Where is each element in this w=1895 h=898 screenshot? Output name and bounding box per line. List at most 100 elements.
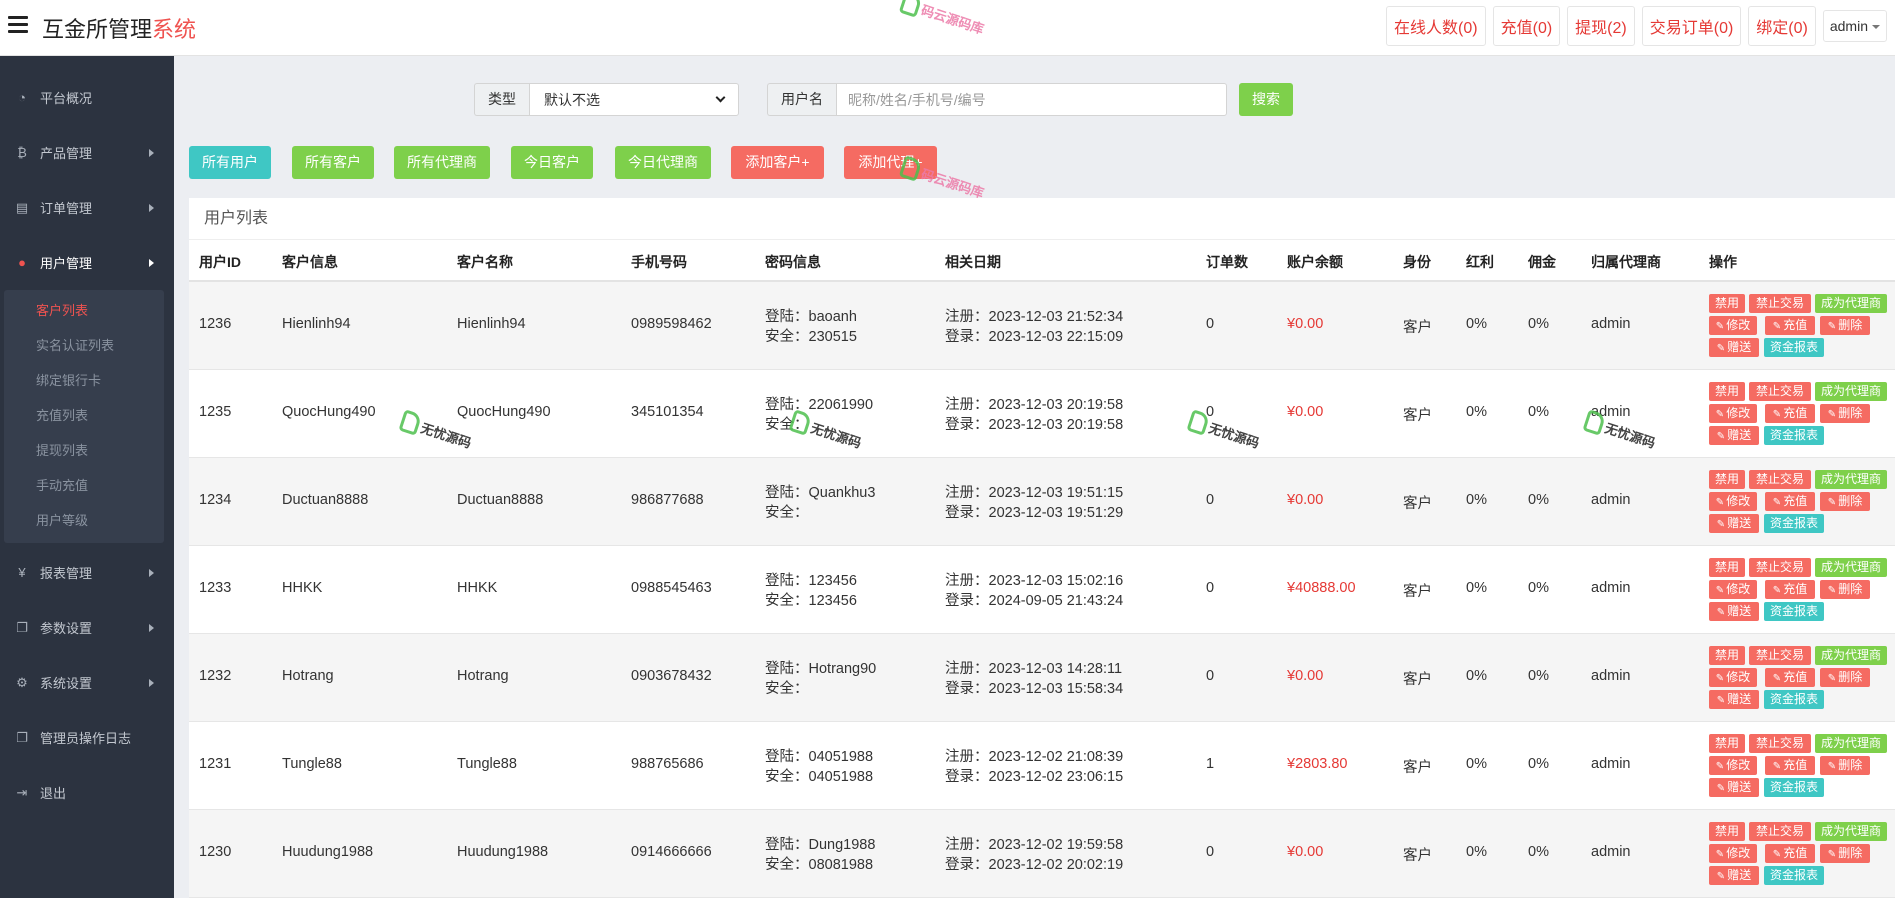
recharge-button[interactable]: ✎ 充值 (1765, 844, 1815, 863)
edit-button[interactable]: ✎ 修改 (1709, 756, 1757, 775)
pencil-icon: ✎ (1715, 761, 1725, 772)
add-customer-button[interactable]: 添加客户+ (731, 146, 824, 179)
edit-button[interactable]: ✎ 修改 (1709, 580, 1757, 599)
ban-button[interactable]: 禁用 (1709, 558, 1745, 577)
sidebar-item-logout[interactable]: ⇥ 退出 (0, 765, 174, 820)
recharge-button-label: 充值 (1783, 582, 1808, 596)
admin-dropdown[interactable]: admin (1822, 10, 1887, 42)
col-customer-name: 客户名称 (457, 254, 513, 270)
gift-button[interactable]: ✎ 赠送 (1709, 514, 1759, 533)
fund-report-button[interactable]: 资金报表 (1764, 338, 1824, 357)
edit-button[interactable]: ✎ 修改 (1709, 844, 1757, 863)
sidebar-item-orders[interactable]: ▤ 订单管理 (0, 180, 174, 235)
recharge-button[interactable]: ✎ 充值 (1765, 756, 1815, 775)
all-users-button[interactable]: 所有用户 (189, 146, 271, 179)
ban-button[interactable]: 禁用 (1709, 470, 1745, 489)
ban-trade-button[interactable]: 禁止交易 (1749, 822, 1811, 841)
make-agent-button[interactable]: 成为代理商 (1815, 822, 1887, 841)
submenu-bank-cards[interactable]: 绑定银行卡 (36, 373, 102, 388)
make-agent-button[interactable]: 成为代理商 (1815, 558, 1887, 577)
search-input[interactable] (836, 83, 1227, 116)
ban-trade-button[interactable]: 禁止交易 (1749, 294, 1811, 313)
gift-button[interactable]: ✎ 赠送 (1709, 426, 1759, 445)
delete-button[interactable]: ✎ 删除 (1820, 756, 1870, 775)
recharge-button-label: 充值 (1783, 318, 1808, 332)
all-customers-button[interactable]: 所有客户 (292, 146, 374, 179)
ban-trade-button[interactable]: 禁止交易 (1749, 558, 1811, 577)
recharge-button[interactable]: ✎ 充值 (1765, 492, 1815, 511)
gift-button[interactable]: ✎ 赠送 (1709, 866, 1759, 885)
submenu-verification-list[interactable]: 实名认证列表 (36, 338, 115, 353)
fund-report-button[interactable]: 资金报表 (1764, 778, 1824, 797)
recharge-button[interactable]: ✎ 充值 (1765, 580, 1815, 599)
edit-button[interactable]: ✎ 修改 (1709, 668, 1757, 687)
balance-cell: ¥40888.00 (1287, 580, 1356, 596)
ban-trade-button[interactable]: 禁止交易 (1749, 382, 1811, 401)
ban-button[interactable]: 禁用 (1709, 822, 1745, 841)
gift-button[interactable]: ✎ 赠送 (1709, 602, 1759, 621)
recharge-button[interactable]: ✎ 充值 (1765, 668, 1815, 687)
delete-button[interactable]: ✎ 删除 (1820, 844, 1870, 863)
make-agent-button[interactable]: 成为代理商 (1815, 382, 1887, 401)
safe-password: 安全：230515 (765, 329, 857, 345)
edit-button[interactable]: ✎ 修改 (1709, 492, 1757, 511)
delete-button[interactable]: ✎ 删除 (1820, 404, 1870, 423)
fund-report-button[interactable]: 资金报表 (1764, 426, 1824, 445)
fund-report-button[interactable]: 资金报表 (1764, 690, 1824, 709)
ban-trade-button[interactable]: 禁止交易 (1749, 470, 1811, 489)
delete-button[interactable]: ✎ 删除 (1820, 316, 1870, 335)
make-agent-button[interactable]: 成为代理商 (1815, 294, 1887, 313)
today-agents-button[interactable]: 今日代理商 (615, 146, 711, 179)
today-customers-button[interactable]: 今日客户 (511, 146, 593, 179)
submenu-withdraw-list[interactable]: 提现列表 (36, 443, 89, 458)
delete-button-label: 删除 (1838, 758, 1863, 772)
binding-link[interactable]: 绑定(0) (1748, 6, 1816, 46)
submenu-recharge-list[interactable]: 充值列表 (36, 408, 89, 423)
gift-button-label: 赠送 (1727, 868, 1752, 882)
withdraw-link[interactable]: 提现(2) (1567, 6, 1635, 46)
sidebar-item-products[interactable]: ₿ 产品管理 (0, 125, 174, 180)
fund-report-button[interactable]: 资金报表 (1764, 514, 1824, 533)
submenu-manual-recharge[interactable]: 手动充值 (36, 478, 89, 493)
sidebar-item-reports[interactable]: ¥ 报表管理 (0, 545, 174, 600)
recharge-button[interactable]: ✎ 充值 (1765, 316, 1815, 335)
edit-button[interactable]: ✎ 修改 (1709, 404, 1757, 423)
ban-button[interactable]: 禁用 (1709, 294, 1745, 313)
search-button[interactable]: 搜索 (1239, 83, 1293, 116)
fund-report-button[interactable]: 资金报表 (1764, 602, 1824, 621)
pencil-icon: ✎ (1772, 409, 1782, 420)
type-select[interactable]: 默认不选 (529, 83, 739, 116)
recharge-button[interactable]: ✎ 充值 (1765, 404, 1815, 423)
delete-button[interactable]: ✎ 删除 (1820, 580, 1870, 599)
trade-orders-link[interactable]: 交易订单(0) (1641, 6, 1742, 46)
orders-cell: 0 (1206, 668, 1215, 684)
gift-button[interactable]: ✎ 赠送 (1709, 690, 1759, 709)
fund-report-button[interactable]: 资金报表 (1764, 866, 1824, 885)
sidebar-item-system[interactable]: ⚙ 系统设置 (0, 655, 174, 710)
menu-toggle-icon[interactable] (8, 16, 28, 38)
submenu-customer-list[interactable]: 客户列表 (36, 303, 89, 318)
sidebar-item-overview[interactable]: ◔ 平台概况 (0, 70, 174, 125)
edit-button[interactable]: ✎ 修改 (1709, 316, 1757, 335)
delete-button[interactable]: ✎ 删除 (1820, 492, 1870, 511)
all-agents-button[interactable]: 所有代理商 (394, 146, 490, 179)
recharge-link[interactable]: 充值(0) (1492, 6, 1561, 46)
online-users-link[interactable]: 在线人数(0) (1386, 6, 1486, 46)
make-agent-button[interactable]: 成为代理商 (1815, 734, 1887, 753)
ban-trade-button[interactable]: 禁止交易 (1749, 734, 1811, 753)
submenu-user-level[interactable]: 用户等级 (36, 513, 89, 528)
gift-button[interactable]: ✎ 赠送 (1709, 338, 1759, 357)
sidebar-item-params[interactable]: ❐ 参数设置 (0, 600, 174, 655)
ban-trade-button[interactable]: 禁止交易 (1749, 646, 1811, 665)
make-agent-button[interactable]: 成为代理商 (1815, 470, 1887, 489)
make-agent-button[interactable]: 成为代理商 (1815, 646, 1887, 665)
add-agent-button[interactable]: 添加代理+ (844, 146, 937, 179)
sidebar-item-admin-log[interactable]: ❐ 管理员操作日志 (0, 710, 174, 765)
sidebar-item-users[interactable]: ● 用户管理 (0, 235, 174, 290)
fund-report-button-label: 资金报表 (1769, 428, 1818, 442)
ban-button[interactable]: 禁用 (1709, 382, 1745, 401)
ban-button[interactable]: 禁用 (1709, 734, 1745, 753)
delete-button[interactable]: ✎ 删除 (1820, 668, 1870, 687)
ban-button[interactable]: 禁用 (1709, 646, 1745, 665)
gift-button[interactable]: ✎ 赠送 (1709, 778, 1759, 797)
